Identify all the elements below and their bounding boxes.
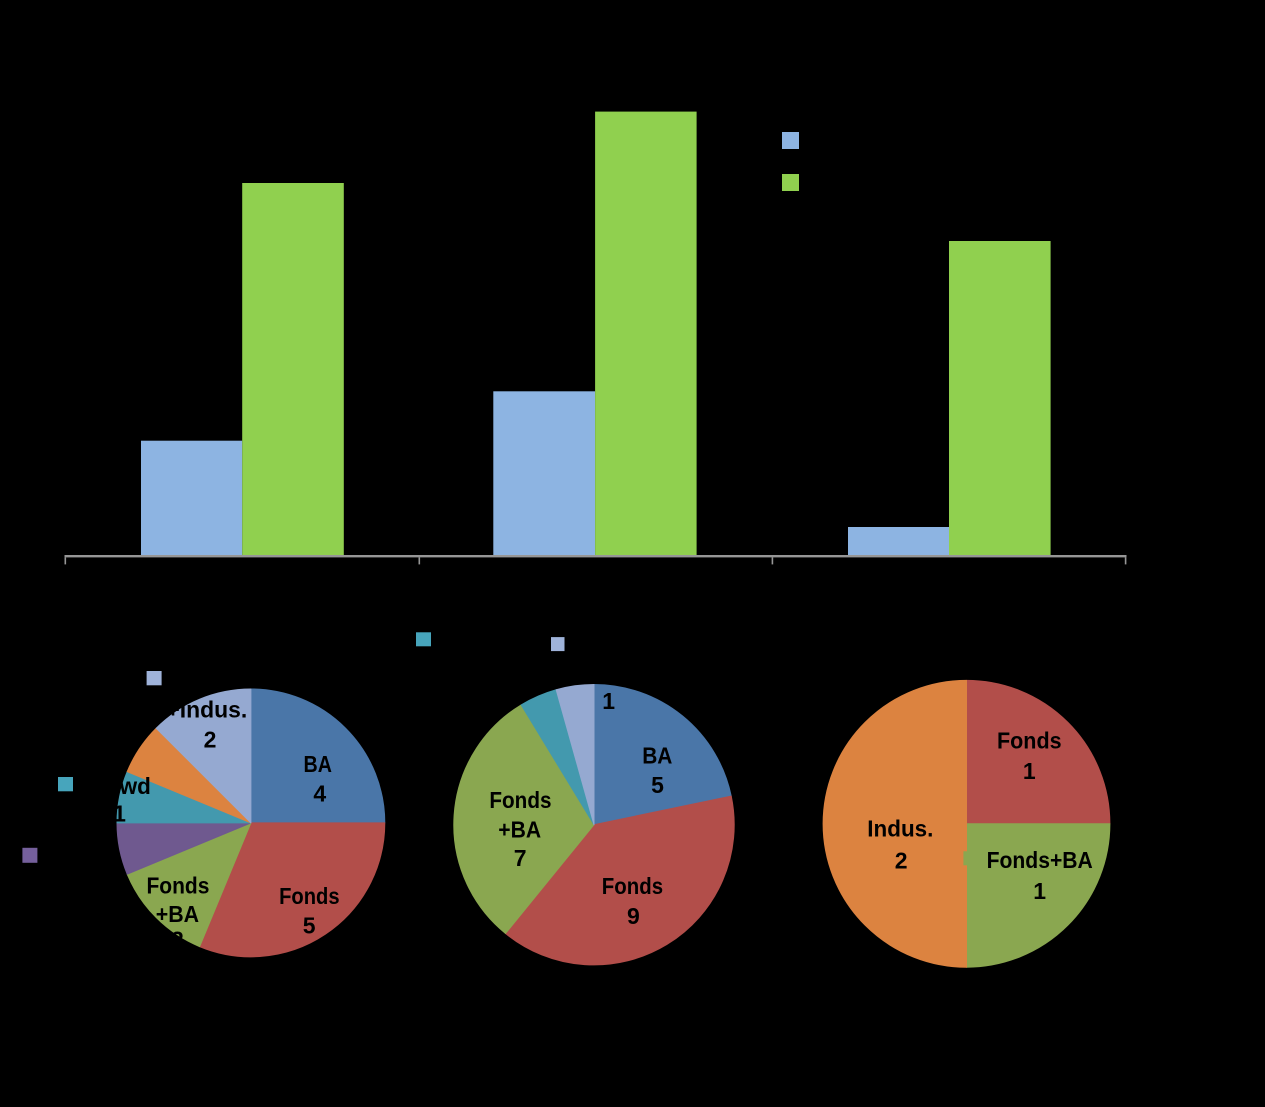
svg-text:9: 9 <box>627 903 640 929</box>
svg-text:2: 2 <box>204 726 217 752</box>
svg-text:Fonds: Fonds <box>602 873 663 899</box>
svg-text:4: 4 <box>313 781 326 807</box>
svg-text:7: 7 <box>514 845 527 871</box>
svg-text:+BA: +BA <box>498 817 541 843</box>
svg-text:2: 2 <box>895 847 908 873</box>
svg-text:+BA: +BA <box>156 901 199 927</box>
svg-text:Indus.: Indus. <box>867 816 933 842</box>
svg-text:1: 1 <box>602 688 615 714</box>
svg-text:Fonds: Fonds <box>176 668 239 694</box>
svg-text:1: 1 <box>1023 758 1036 784</box>
svg-text:Fonds+BA: Fonds+BA <box>987 847 1093 873</box>
svg-text:Crowd: Crowd <box>81 773 151 799</box>
svg-text:Fonds: Fonds <box>577 658 640 684</box>
svg-text:5: 5 <box>303 913 316 939</box>
svg-text:BA: BA <box>304 751 332 777</box>
svg-text:Fonds: Fonds <box>489 787 551 813</box>
svg-text:+Indus.: +Indus. <box>166 697 247 723</box>
svg-text:5: 5 <box>651 772 664 798</box>
svg-text:Fonds: Fonds <box>997 728 1062 754</box>
svg-text:1: 1 <box>113 801 126 827</box>
svg-text:2: 2 <box>171 927 184 953</box>
svg-text:1: 1 <box>1033 878 1046 904</box>
svg-text:BA: BA <box>642 743 672 769</box>
svg-text:Fonds: Fonds <box>279 883 340 909</box>
svg-text:Fonds: Fonds <box>146 872 209 898</box>
